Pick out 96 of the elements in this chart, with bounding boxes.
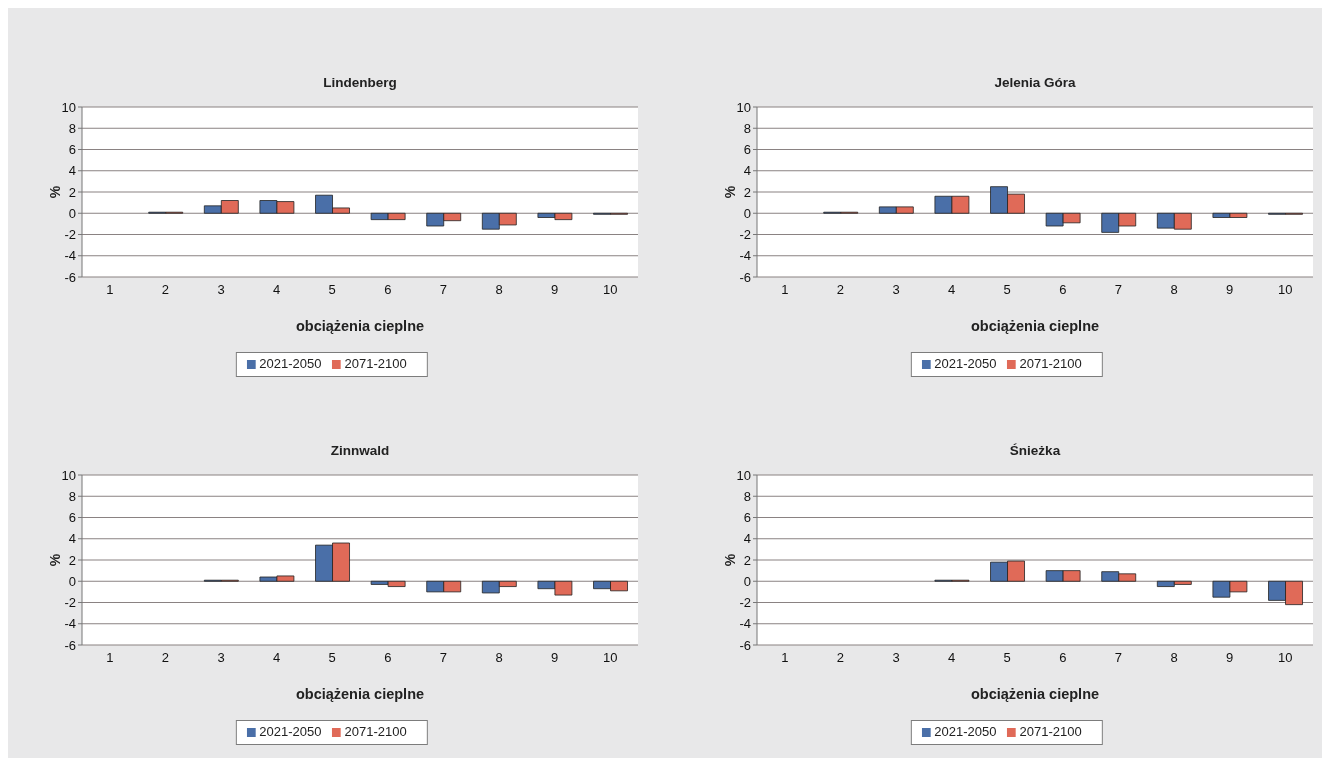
x-tick-label: 1 [781, 282, 789, 298]
y-tick-label: 4 [68, 531, 76, 547]
legend-label: 2021-2050 [934, 724, 997, 739]
y-tick-label: 2 [743, 552, 751, 568]
x-tick-label: 3 [892, 282, 900, 298]
y-tick-label: 2 [743, 184, 751, 200]
x-tick-label: 4 [947, 650, 956, 666]
y-tick-label: -6 [64, 269, 76, 285]
x-tick-label: 6 [1059, 282, 1067, 298]
y-tick-label: -4 [64, 616, 76, 632]
y-tick-label: -6 [739, 637, 751, 653]
x-tick-label: 6 [384, 650, 392, 666]
x-tick-label: 9 [1225, 282, 1234, 298]
x-tick-label: 7 [439, 282, 448, 298]
y-tick-label: -6 [739, 269, 751, 285]
y-tick-label: 2 [68, 184, 76, 200]
y-axis-title: % [721, 553, 738, 567]
legend-label: 2071-2100 [344, 356, 407, 371]
x-tick-label: 2 [836, 650, 845, 666]
y-tick-label: 10 [61, 99, 76, 115]
legend-label: 2021-2050 [259, 356, 322, 371]
x-tick-label: 8 [1170, 650, 1178, 666]
y-tick-label: -2 [64, 227, 76, 243]
chart-title: Zinnwald [329, 442, 391, 460]
x-axis-title: obciążenia cieplne [295, 686, 425, 702]
x-tick-label: 3 [217, 650, 225, 666]
y-tick-label: 10 [61, 467, 76, 483]
x-tick-label: 1 [106, 650, 114, 666]
x-tick-label: 9 [1225, 650, 1234, 666]
y-tick-label: -4 [739, 616, 751, 632]
x-tick-label: 6 [384, 282, 392, 298]
y-tick-label: 0 [68, 573, 76, 589]
y-tick-label: 4 [743, 163, 751, 179]
y-tick-label: 6 [68, 142, 76, 158]
x-tick-label: 7 [439, 650, 448, 666]
x-tick-label: 4 [272, 282, 281, 298]
y-tick-label: -2 [64, 595, 76, 611]
y-axis-title: % [721, 185, 738, 199]
y-tick-label: 2 [68, 552, 76, 568]
legend-label: 2071-2100 [344, 724, 407, 739]
y-tick-label: 8 [68, 488, 76, 504]
y-tick-label: -2 [739, 227, 751, 243]
y-tick-label: 4 [68, 163, 76, 179]
y-tick-label: 10 [736, 467, 751, 483]
y-tick-label: 4 [743, 531, 751, 547]
x-tick-label: 2 [836, 282, 845, 298]
x-tick-label: 7 [1114, 650, 1123, 666]
x-tick-label: 8 [495, 282, 503, 298]
x-tick-label: 9 [550, 282, 559, 298]
y-tick-label: -2 [739, 595, 751, 611]
y-tick-label: 0 [743, 573, 751, 589]
x-tick-label: 3 [892, 650, 900, 666]
y-tick-label: 6 [743, 510, 751, 526]
x-tick-label: 5 [328, 282, 336, 298]
x-tick-label: 9 [550, 650, 559, 666]
y-tick-label: 0 [743, 205, 751, 221]
y-tick-label: -4 [739, 248, 751, 264]
y-tick-label: 8 [743, 120, 751, 136]
x-tick-label: 5 [328, 650, 336, 666]
x-tick-label: 8 [1170, 282, 1178, 298]
x-tick-label: 6 [1059, 650, 1067, 666]
y-tick-label: 8 [743, 488, 751, 504]
y-axis-title: % [46, 185, 63, 199]
x-tick-label: 10 [602, 650, 618, 666]
x-tick-label: 10 [1277, 650, 1293, 666]
x-axis-title: obciążenia cieplne [970, 686, 1100, 702]
x-tick-label: 5 [1003, 650, 1011, 666]
y-tick-label: 6 [68, 510, 76, 526]
x-tick-label: 10 [1277, 282, 1293, 298]
legend-label: 2071-2100 [1019, 724, 1082, 739]
y-tick-label: 8 [68, 120, 76, 136]
legend-label: 2071-2100 [1019, 356, 1082, 371]
x-tick-label: 8 [495, 650, 503, 666]
x-tick-label: 2 [161, 282, 170, 298]
x-tick-label: 1 [781, 650, 789, 666]
legend-label: 2021-2050 [934, 356, 997, 371]
y-tick-label: 0 [68, 205, 76, 221]
x-tick-label: 1 [106, 282, 114, 298]
x-tick-label: 5 [1003, 282, 1011, 298]
x-tick-label: 4 [272, 650, 281, 666]
chart-title: Lindenberg [322, 74, 398, 92]
chart-title: Jelenia Góra [993, 74, 1077, 92]
y-tick-label: -4 [64, 248, 76, 264]
y-axis-title: % [46, 553, 63, 567]
chart-title: Śnieżka [1008, 442, 1062, 460]
y-tick-label: 6 [743, 142, 751, 158]
x-tick-label: 4 [947, 282, 956, 298]
legend-label: 2021-2050 [259, 724, 322, 739]
x-tick-label: 7 [1114, 282, 1123, 298]
y-tick-label: 10 [736, 99, 751, 115]
x-axis-title: obciążenia cieplne [970, 318, 1100, 334]
x-axis-title: obciążenia cieplne [295, 318, 425, 334]
x-tick-label: 3 [217, 282, 225, 298]
x-tick-label: 10 [602, 282, 618, 298]
x-tick-label: 2 [161, 650, 170, 666]
y-tick-label: -6 [64, 637, 76, 653]
